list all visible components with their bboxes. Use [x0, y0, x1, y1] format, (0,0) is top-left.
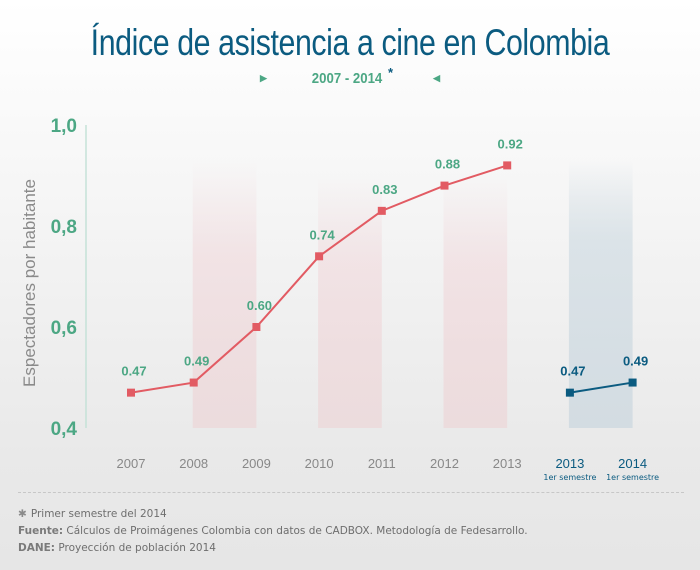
x-tick-label: 2014	[618, 456, 647, 471]
highlight-band	[318, 175, 382, 428]
footnote-text: Primer semestre del 2014	[30, 508, 167, 520]
x-tick-label: 2012	[430, 456, 459, 471]
y-tick-label: 0,6	[51, 318, 77, 339]
data-label: 0.74	[309, 227, 335, 242]
triangle-left-icon: ◀	[433, 73, 440, 83]
dane-note: DANE: Proyección de población 2014	[18, 540, 528, 557]
data-point-marker	[565, 388, 574, 397]
triangle-right-icon: ▶	[260, 73, 267, 83]
x-tick-label: 2010	[305, 456, 334, 471]
footer-separator	[18, 492, 684, 493]
subtitle-range: 2007 - 2014	[311, 70, 383, 87]
data-point-marker	[628, 378, 637, 387]
data-point-marker	[440, 181, 449, 190]
x-tick-sublabel: 1er semestre	[606, 473, 659, 482]
data-label: 0.47	[121, 364, 146, 379]
dane-label: DANE:	[18, 542, 56, 554]
highlight-band	[192, 160, 257, 428]
chart-title: Índice de asistencia a cine en Colombia	[90, 22, 610, 63]
y-tick-label: 0,8	[51, 217, 77, 238]
data-point-marker	[127, 388, 135, 397]
data-point-marker	[377, 206, 386, 215]
x-tick-label: 2011	[368, 456, 396, 471]
data-label: 0.88	[435, 157, 460, 172]
y-axis-label: Espectadores por habitante	[20, 179, 39, 387]
data-point-marker	[503, 161, 512, 170]
x-tick-label: 2008	[179, 456, 208, 471]
source-text: Cálculos de Proimágenes Colombia con dat…	[63, 525, 528, 537]
highlight-band	[443, 175, 508, 428]
data-label: 0.60	[247, 298, 272, 313]
footnote: ✱ Primer semestre del 2014	[18, 506, 528, 523]
data-label: 0.49	[623, 354, 648, 369]
y-tick-label: 1,0	[51, 116, 77, 137]
data-label: 0.47	[560, 364, 585, 379]
data-label: 0.92	[498, 136, 523, 151]
x-tick-label: 2013	[555, 456, 584, 471]
footer-notes: ✱ Primer semestre del 2014 Fuente: Cálcul…	[18, 506, 528, 557]
data-point-marker	[252, 323, 261, 331]
source-label: Fuente:	[18, 525, 64, 537]
data-point-marker	[189, 378, 198, 387]
dane-text: Proyección de población 2014	[55, 542, 216, 554]
data-label: 0.83	[372, 182, 397, 197]
asterisk-icon: ✱	[18, 508, 27, 520]
data-label: 0.49	[184, 354, 209, 369]
data-point-marker	[315, 252, 324, 261]
line-chart: Espectadores por habitante 0,40,60,81,0 …	[20, 116, 659, 482]
source-note: Fuente: Cálculos de Proimágenes Colombia…	[18, 523, 528, 540]
x-tick-label: 2013	[493, 456, 522, 471]
series-line	[569, 381, 633, 394]
x-tick-label: 2009	[242, 456, 271, 471]
subtitle-asterisk: *	[388, 65, 394, 80]
y-tick-label: 0,4	[51, 419, 78, 440]
x-tick-label: 2007	[117, 456, 146, 471]
chart-subtitle: ▶ 2007 - 2014 * ◀	[0, 65, 700, 87]
x-tick-sublabel: 1er semestre	[543, 473, 596, 482]
